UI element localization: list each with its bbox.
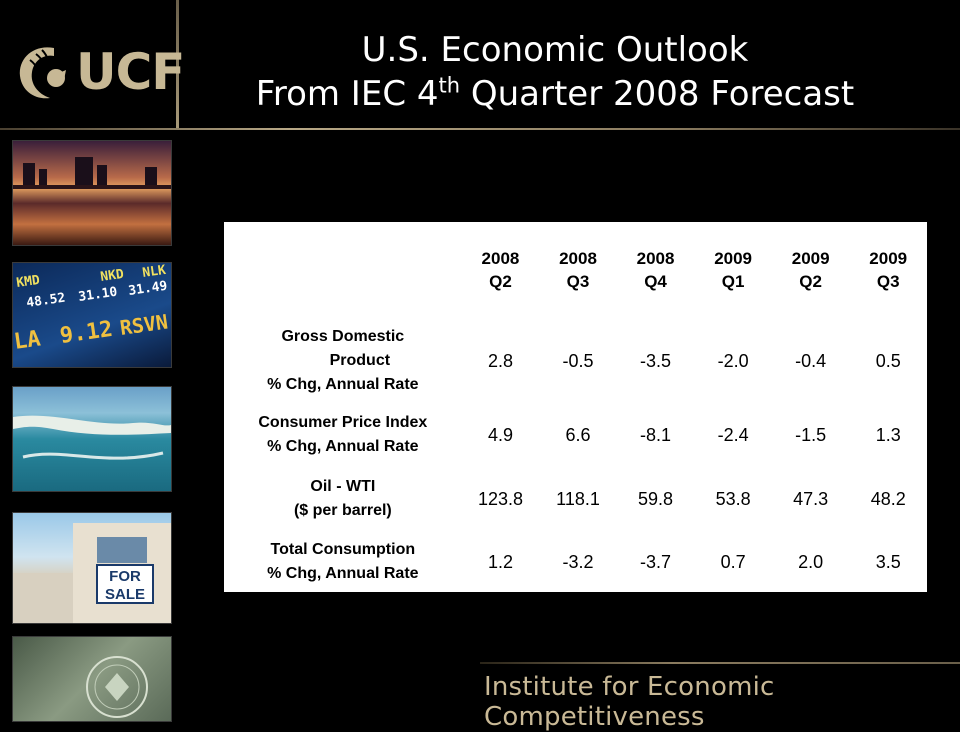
table-cell: -3.7: [640, 551, 672, 572]
table-row: Consumer Price Index% Chg, Annual Rate 4…: [224, 404, 927, 466]
table-header-row: 2008 Q2 2008 Q3 2008 Q4 2009 Q1 2009 Q2 2009 Q…: [224, 222, 927, 318]
table-cell: 1.2: [487, 551, 513, 572]
table-cell: 0.5: [875, 350, 901, 371]
svg-text:9.12: 9.12: [58, 317, 114, 349]
table-cell: 3.5: [875, 551, 901, 572]
table-cell: 6.6: [565, 424, 591, 445]
row-label: Consumer Price Index% Chg, Annual Rate: [258, 414, 428, 455]
table-corner: [224, 222, 462, 318]
table-cell: 2.0: [798, 551, 824, 572]
svg-text:31.10: 31.10: [77, 285, 118, 305]
table-cell: 2.8: [487, 350, 513, 371]
logo-text: UCF: [76, 43, 185, 101]
table-cell: -1.5: [795, 424, 827, 445]
coastline-aerial-photo: [12, 386, 172, 492]
svg-text:FOR: FOR: [109, 568, 141, 585]
table-cell: -3.5: [640, 350, 672, 371]
svg-text:NKD: NKD: [99, 267, 125, 285]
table-cell: 48.2: [870, 488, 906, 509]
forecast-table: 2008 Q2 2008 Q3 2008 Q4 2009 Q1 2009 Q2 2009 Q…: [224, 222, 927, 592]
table-cell: -2.0: [717, 350, 749, 371]
table-cell: 118.1: [556, 488, 600, 509]
row-label: Total Consumption% Chg, Annual Rate: [267, 541, 419, 582]
table-row: Total Consumption% Chg, Annual Rate 1.2 …: [224, 532, 927, 592]
table-cell: -0.5: [562, 350, 594, 371]
col-header: 2009 Q2: [791, 249, 830, 291]
table-cell: -3.2: [562, 551, 594, 572]
footer-divider: [480, 662, 960, 664]
table-cell: 1.3: [875, 424, 901, 445]
slide-title: U.S. Economic Outlook From IEC 4th Quart…: [190, 28, 920, 116]
svg-text:31.49: 31.49: [127, 279, 168, 299]
table-cell: 47.3: [793, 488, 829, 509]
svg-text:LA: LA: [13, 326, 42, 354]
table-cell: 0.7: [720, 551, 746, 572]
svg-text:KMD: KMD: [15, 273, 41, 291]
col-header: 2009 Q1: [714, 249, 753, 291]
footer-institute-name: Institute for Economic Competitiveness: [484, 672, 775, 732]
divider-vertical: [176, 0, 179, 130]
ucf-logo: UCF: [14, 40, 185, 104]
title-line-1: U.S. Economic Outlook: [361, 30, 749, 70]
for-sale-house-photo: FOR SALE: [12, 512, 172, 624]
table-cell: -8.1: [640, 424, 672, 445]
table-cell: -2.4: [717, 424, 749, 445]
col-header: 2008 Q2: [481, 249, 520, 291]
table-cell: 53.8: [715, 488, 751, 509]
svg-text:NLK: NLK: [141, 263, 167, 281]
table-cell: 123.8: [477, 488, 523, 509]
svg-text:SALE: SALE: [105, 586, 145, 603]
city-skyline-sunset-photo: [12, 140, 172, 246]
title-line-2: From IEC 4th Quarter 2008 Forecast: [255, 73, 855, 114]
pegasus-icon: [19, 47, 66, 99]
table-row: Gross Domestic Product% Chg, Annual Rate …: [224, 318, 927, 404]
row-label: Oil - WTI ($ per barrel): [293, 478, 392, 519]
svg-text:RSVN: RSVN: [118, 309, 169, 339]
table-cell: -0.4: [795, 350, 827, 371]
table-cell: 59.8: [638, 488, 674, 509]
table-row: Oil - WTI ($ per barrel) 123.8 118.1 59.8…: [224, 466, 927, 532]
row-label: Gross Domestic Product% Chg, Annual Rate: [267, 328, 419, 393]
col-header: 2008 Q4: [636, 249, 675, 291]
dollar-bill-photo: [12, 636, 172, 722]
divider-horizontal: [0, 128, 960, 130]
table-cell: 4.9: [487, 424, 513, 445]
col-header: 2008 Q3: [559, 249, 597, 291]
svg-text:48.52: 48.52: [25, 291, 66, 311]
stock-ticker-photo: KMD NKD NLK 48.52 31.10 31.49 LA 9.12 RS…: [12, 262, 172, 368]
col-header: 2009 Q3: [869, 249, 908, 291]
